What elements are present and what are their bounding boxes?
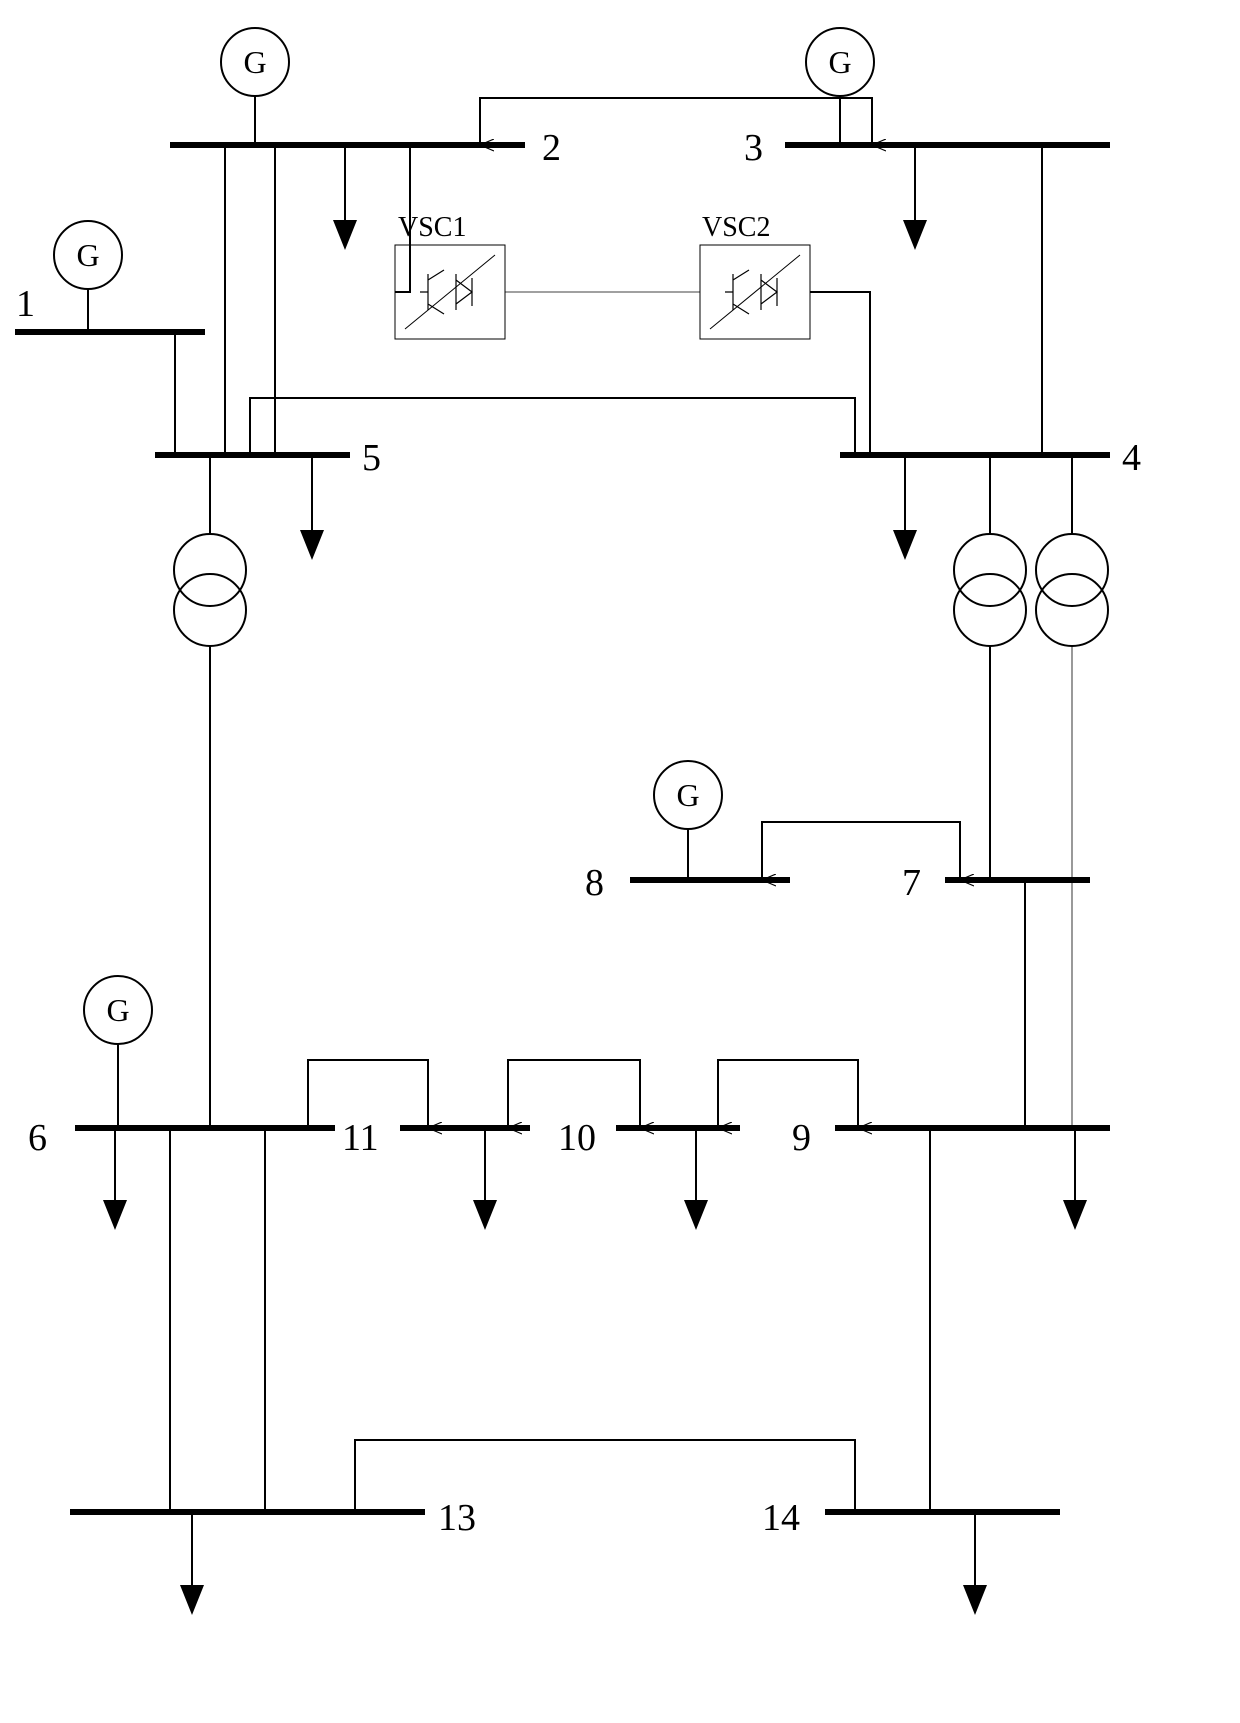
load-arrow-l2 [333, 220, 357, 250]
load-arrow-l14 [963, 1585, 987, 1615]
line-5-4 [250, 398, 855, 455]
line-2-3-right [670, 98, 872, 145]
line-7-8-left [762, 822, 860, 880]
vsc2-label: VSC2 [702, 212, 770, 243]
load-arrow-l5 [300, 530, 324, 560]
bus-label-13: 13 [438, 1497, 476, 1539]
power-system-diagram: 1 2 3 4 5 6 7 8 9 10 11 13 14 G G G G G VSC1 VSC2 [0, 0, 1240, 1723]
load-arrow-l6 [103, 1200, 127, 1230]
vsc2-diag [710, 255, 800, 329]
generator-label-g6: G [106, 992, 129, 1028]
line-vsc2-4 [810, 292, 870, 455]
bus-label-2: 2 [542, 127, 561, 169]
generator-label-g3: G [828, 44, 851, 80]
transformer-t49-s [1036, 574, 1108, 646]
transformer-t47-s [954, 574, 1026, 646]
generator-label-g1: G [76, 237, 99, 273]
bus-label-11: 11 [342, 1117, 379, 1159]
load-arrow-l11 [473, 1200, 497, 1230]
bus-label-4: 4 [1122, 437, 1141, 479]
load-arrow-l4 [893, 530, 917, 560]
transformer-t47-p [954, 534, 1026, 606]
load-arrow-l10 [684, 1200, 708, 1230]
bus-label-3: 3 [744, 127, 763, 169]
bus-label-7: 7 [902, 862, 921, 904]
load-arrow-l13 [180, 1585, 204, 1615]
bus-label-5: 5 [362, 437, 381, 479]
generator-label-g8: G [676, 777, 699, 813]
vsc2-diode [761, 274, 777, 310]
vsc1-label: VSC1 [398, 212, 466, 243]
transformer-t49-p [1036, 534, 1108, 606]
bus-label-10: 10 [558, 1117, 596, 1159]
load-arrow-l3 [903, 220, 927, 250]
vsc1-diag [405, 255, 495, 329]
transformer-t56-s [174, 574, 246, 646]
bus-label-1: 1 [16, 283, 35, 325]
vsc1-diode [456, 274, 472, 310]
generator-label-g2: G [243, 44, 266, 80]
bus-label-6: 6 [28, 1117, 47, 1159]
load-arrow-l9 [1063, 1200, 1087, 1230]
bus-label-14: 14 [762, 1497, 800, 1539]
line-10-9-left [718, 1060, 790, 1128]
transformer-t56-p [174, 534, 246, 606]
bus-label-8: 8 [585, 862, 604, 904]
bus-label-9: 9 [792, 1117, 811, 1159]
line-2-3-left [480, 98, 670, 145]
